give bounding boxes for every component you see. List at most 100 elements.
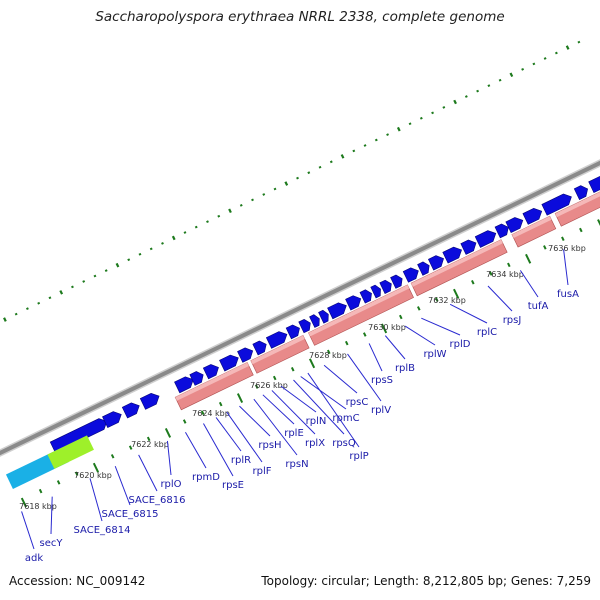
gene-labels: adk secY SACE_6814 SACE_6815 SACE_6816 rplO rp…	[25, 289, 579, 564]
scale-minor-tick	[471, 279, 475, 285]
gene-label-fusa: fusA	[557, 289, 579, 300]
cds-arrow	[505, 217, 524, 234]
cds-arrow	[237, 347, 254, 363]
rna-block	[308, 284, 414, 346]
cds-arrow	[541, 193, 572, 216]
rna-block-shape	[250, 335, 310, 374]
scale-minor-tick	[74, 471, 79, 476]
gene-callout-line	[185, 431, 207, 469]
scale-position-label: 7626 kbp	[250, 381, 288, 390]
cds-arrow	[588, 166, 600, 194]
scale-ticks	[20, 219, 600, 508]
gene-callout-line	[21, 511, 35, 550]
scale-minor-tick	[561, 236, 565, 241]
cds-arrow	[139, 392, 160, 410]
cds-arrow	[309, 314, 320, 328]
gene-callouts	[21, 249, 569, 550]
accession-text: Accession: NC_009142	[9, 574, 146, 588]
gc-dot	[554, 51, 558, 55]
cds-arrow	[402, 267, 419, 283]
rna-block	[250, 335, 310, 374]
gene-label-rpsj: rpsJ	[503, 315, 522, 326]
cds-arrow	[494, 223, 509, 239]
scale-minor-tick	[56, 480, 61, 485]
rna-block-shine	[175, 362, 249, 401]
cds-arrow	[390, 274, 403, 289]
gene-callout-line	[293, 379, 345, 435]
gene-label-rple: rplE	[284, 428, 304, 439]
gc-dot	[14, 312, 18, 316]
gene-label-rplv: rplV	[371, 405, 391, 416]
gc-dot-track	[3, 40, 581, 322]
gc-dot	[408, 122, 412, 126]
gene-callout-line	[203, 423, 234, 477]
gc-dot	[262, 193, 266, 196]
gc-dot	[3, 317, 7, 322]
gc-dot	[565, 45, 570, 50]
scale-major-tick	[236, 393, 244, 404]
cds-arrow	[442, 246, 462, 264]
rna-block-shape	[174, 361, 254, 411]
gene-callout-line	[347, 353, 382, 402]
gene-callout-line	[384, 335, 406, 360]
gene-label-rplx: rplX	[305, 438, 325, 449]
gc-dot	[487, 84, 491, 88]
gene-callout-line	[138, 454, 158, 492]
cds-arrow	[318, 309, 329, 324]
gene-label-rpsq: rpsQ	[332, 438, 356, 449]
cds-arrow-shape	[402, 267, 419, 283]
cds-arrow	[174, 376, 194, 394]
cds-arrow-shape	[298, 318, 311, 334]
gc-dot	[206, 220, 209, 224]
rna-track	[174, 180, 600, 411]
gene-callout-line	[300, 376, 347, 410]
cds-arrow	[573, 185, 589, 200]
rna-block	[511, 215, 557, 248]
gene-label-rplw: rplW	[423, 349, 446, 360]
cds-arrow-shape	[541, 193, 572, 216]
gene-label-sace_6815: SACE_6815	[102, 509, 159, 520]
gc-dot	[521, 67, 525, 71]
gene-label-rpsh: rpsH	[258, 440, 281, 451]
map-title: Saccharopolyspora erythraea NRRL 2338, c…	[95, 9, 505, 25]
cds-arrow-shape	[474, 230, 497, 248]
highlight-gene-box	[47, 435, 94, 469]
gc-dot	[82, 280, 86, 283]
scale-minor-tick	[290, 367, 295, 372]
gene-callout-line	[239, 405, 271, 437]
gene-callout-line	[253, 398, 298, 456]
cds-arrow	[460, 239, 477, 255]
cds-arrow-shape	[121, 402, 140, 419]
gc-dot	[138, 252, 142, 256]
genome-summary-text: Topology: circular; Length: 8,212,805 bp…	[261, 574, 591, 588]
gene-label-rplc: rplC	[477, 327, 497, 338]
gc-dot	[464, 95, 468, 98]
gene-callout-line	[368, 343, 383, 372]
gene-label-rplr: rplR	[231, 455, 251, 466]
scale-minor-tick	[489, 271, 493, 276]
gc-dot	[386, 133, 389, 136]
cds-arrow	[417, 261, 430, 276]
scale-minor-tick	[362, 332, 367, 337]
scale-major-tick	[597, 219, 600, 226]
scale-minor-tick	[218, 401, 223, 407]
gc-dot	[307, 171, 311, 175]
gene-label-rpsc: rpsC	[346, 397, 369, 408]
cds-arrow	[219, 354, 239, 372]
gc-dot	[251, 198, 254, 202]
gc-dot	[71, 285, 74, 289]
gene-label-sace_6814: SACE_6814	[74, 525, 131, 536]
gc-dot	[284, 181, 289, 186]
scale-minor-tick	[146, 436, 151, 442]
cds-arrow-shape	[285, 324, 300, 340]
cds-arrow-shape	[427, 255, 444, 271]
scale-minor-tick	[579, 227, 583, 233]
cds-arrow-shape	[345, 295, 362, 311]
scale-major-tick	[308, 358, 316, 369]
gc-dot	[161, 242, 164, 245]
gc-dot	[104, 269, 108, 272]
cds-arrow-shape	[573, 185, 589, 200]
scale-position-label: 7618 kbp	[19, 502, 57, 511]
gene-callout-line	[449, 303, 488, 324]
